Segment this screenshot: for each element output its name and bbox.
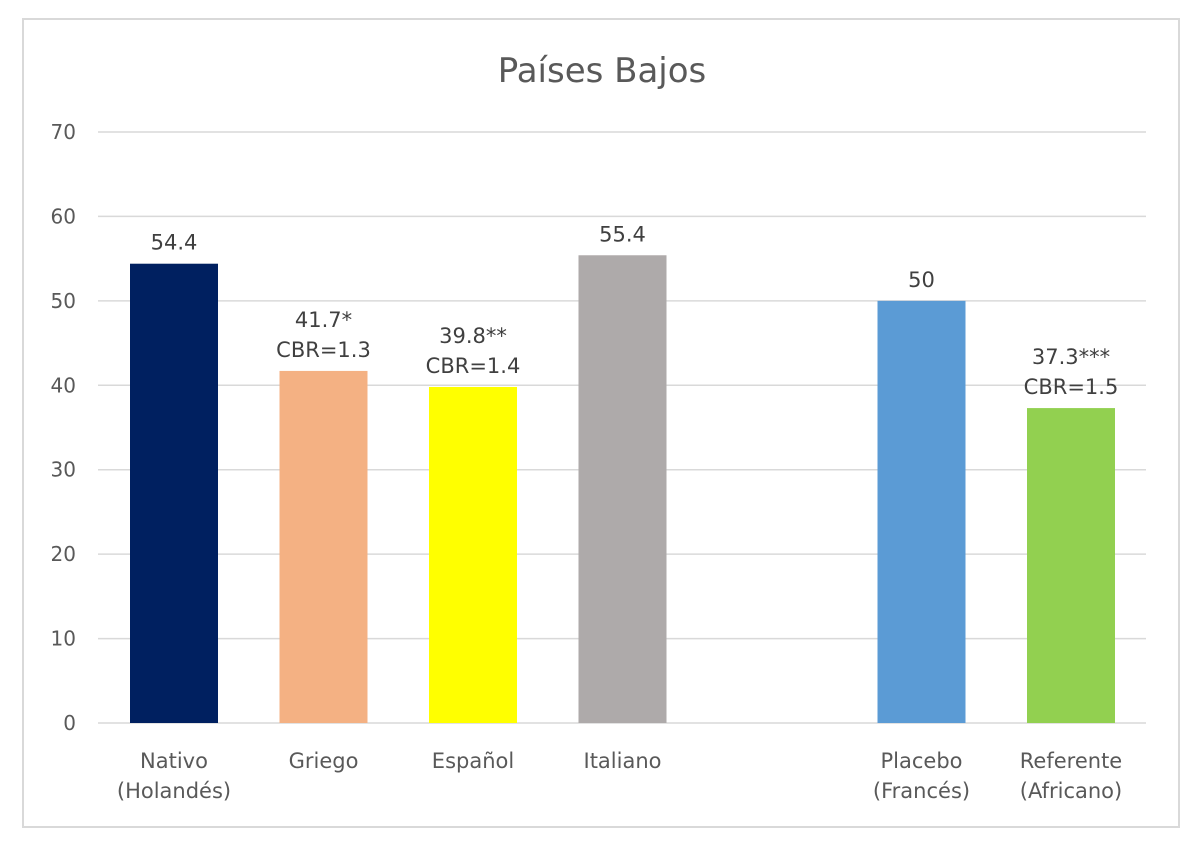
data-label: 54.4 bbox=[151, 231, 198, 255]
category-label: Referente bbox=[1020, 749, 1122, 773]
y-tick-label: 70 bbox=[51, 120, 76, 144]
bar bbox=[279, 370, 368, 723]
bar bbox=[578, 255, 667, 723]
y-tick-label: 60 bbox=[51, 204, 76, 228]
y-tick-label: 20 bbox=[51, 542, 76, 566]
category-labels: Nativo (Holandés) Griego Español Italiano Pla… bbox=[117, 749, 1122, 803]
category-label: Nativo bbox=[140, 749, 208, 773]
category-label: Italiano bbox=[584, 749, 662, 773]
bar bbox=[429, 386, 517, 723]
category-label: Placebo bbox=[880, 749, 962, 773]
y-axis-ticks: 0 10 20 30 40 50 60 70 bbox=[51, 120, 76, 735]
chart-title: Países Bajos bbox=[498, 51, 707, 91]
bar bbox=[877, 300, 966, 723]
bar bbox=[1027, 408, 1115, 723]
data-labels: 54.4 41.7* CBR=1.3 39.8** CBR=1.4 55.4 50 37.3*… bbox=[151, 222, 1119, 399]
data-label: 37.3*** bbox=[1032, 345, 1110, 369]
y-tick-label: 10 bbox=[51, 627, 76, 651]
data-label: CBR=1.3 bbox=[276, 338, 371, 362]
data-label: 50 bbox=[908, 268, 935, 292]
category-label: (Holandés) bbox=[117, 779, 231, 803]
y-tick-label: 0 bbox=[63, 711, 76, 735]
category-label: (Africano) bbox=[1020, 779, 1122, 803]
bars bbox=[130, 255, 1115, 723]
y-tick-label: 30 bbox=[51, 458, 76, 482]
data-label: 55.4 bbox=[599, 222, 646, 246]
category-label: Español bbox=[432, 749, 514, 773]
y-tick-label: 40 bbox=[51, 373, 76, 397]
data-label: CBR=1.4 bbox=[426, 354, 521, 378]
data-label: CBR=1.5 bbox=[1024, 375, 1119, 399]
y-tick-label: 50 bbox=[51, 289, 76, 313]
data-label: 41.7* bbox=[295, 308, 352, 332]
category-label: Griego bbox=[289, 749, 359, 773]
data-label: 39.8** bbox=[439, 324, 507, 348]
category-label: (Francés) bbox=[873, 779, 970, 803]
bar bbox=[130, 263, 218, 723]
